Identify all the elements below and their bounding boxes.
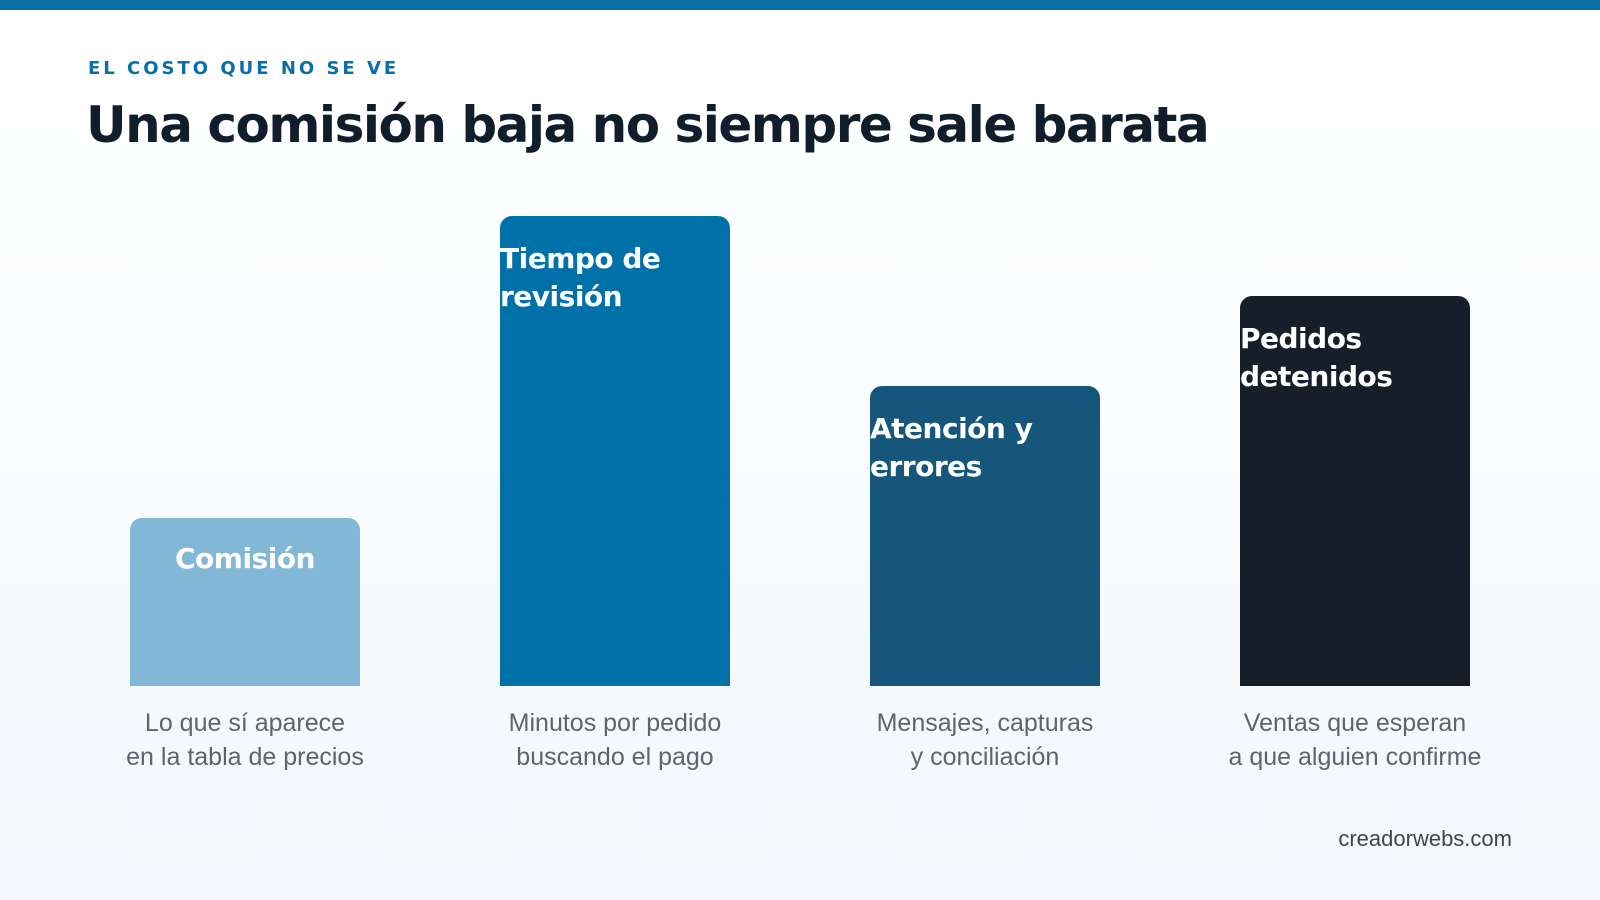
page-title: Una comisión baja no siempre sale barata — [86, 96, 1210, 154]
bar-label-pedidos-detenidos: Pedidos detenidos — [1240, 322, 1393, 393]
bar-label-tiempo-revision: Tiempo de revisión — [500, 242, 661, 313]
footer-site: creadorwebs.com — [1338, 826, 1512, 851]
bar-tiempo-revision: Tiempo de revisión — [500, 216, 730, 686]
caption-comision: Lo que sí aparece en la tabla de precios — [126, 709, 364, 771]
bar-comision: Comisión — [130, 518, 360, 686]
caption-atencion-errores: Mensajes, capturas y conciliación — [876, 709, 1094, 771]
bar-label-comision: Comisión — [175, 542, 316, 575]
bar-pedidos-detenidos: Pedidos detenidos — [1240, 296, 1470, 686]
top-accent-bar — [0, 0, 1600, 10]
caption-tiempo-revision: Minutos por pedido buscando el pago — [508, 709, 722, 771]
eyebrow-label: EL COSTO QUE NO SE VE — [88, 58, 400, 79]
caption-pedidos-detenidos: Ventas que esperan a que alguien confirm… — [1228, 709, 1482, 771]
bar-atencion-errores: Atención y errores — [870, 386, 1100, 686]
bar-label-atencion-errores: Atención y errores — [870, 412, 1033, 483]
